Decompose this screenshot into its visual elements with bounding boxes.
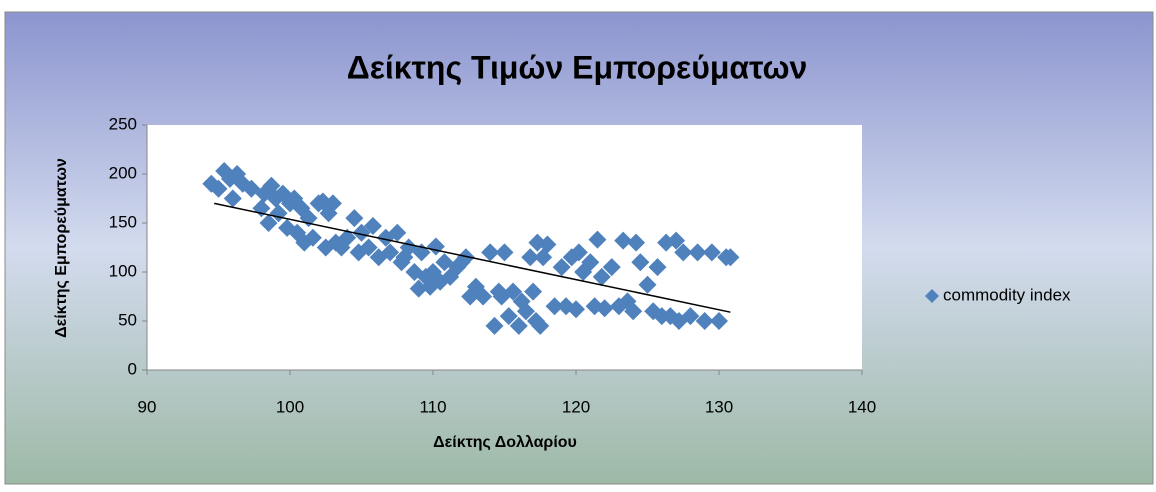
y-tick-label: 200 xyxy=(109,163,137,182)
point xyxy=(259,214,278,232)
point xyxy=(524,282,543,301)
point xyxy=(504,282,523,301)
point xyxy=(702,243,721,262)
point xyxy=(474,287,493,306)
point xyxy=(695,312,714,330)
point xyxy=(352,223,371,242)
point xyxy=(592,267,611,286)
point xyxy=(338,228,357,247)
point xyxy=(516,302,535,321)
legend-marker xyxy=(925,289,939,303)
point xyxy=(323,194,342,213)
chart-title: Δείκτης Τιμών Εμπορεύματων xyxy=(347,49,808,85)
point xyxy=(595,299,614,318)
point xyxy=(552,258,571,277)
point xyxy=(481,243,500,262)
x-axis-label: Δείκτης Δολλαρίου xyxy=(433,434,577,451)
x-tick-label: 110 xyxy=(419,397,446,416)
point xyxy=(627,233,646,252)
x-tick-label: 120 xyxy=(562,397,590,416)
point xyxy=(531,316,550,335)
point xyxy=(456,248,475,267)
point xyxy=(614,231,633,250)
y-tick-label: 250 xyxy=(109,114,137,133)
y-axis-label: Δείκτης Εμπορεύματων xyxy=(53,158,70,338)
point xyxy=(409,279,428,298)
point xyxy=(710,312,728,330)
point xyxy=(545,297,564,316)
point xyxy=(688,243,707,262)
x-tick-label: 100 xyxy=(276,397,304,416)
point xyxy=(388,223,407,242)
point xyxy=(521,248,540,267)
point xyxy=(303,228,322,247)
point xyxy=(624,302,643,321)
point xyxy=(363,216,382,235)
point xyxy=(674,243,693,262)
point xyxy=(509,316,528,335)
legend-label: commodity index xyxy=(943,285,1071,304)
point xyxy=(485,316,504,335)
point xyxy=(538,235,557,254)
point xyxy=(648,258,667,277)
point xyxy=(495,243,514,262)
point xyxy=(209,179,228,198)
point xyxy=(588,230,607,249)
y-tick-label: 50 xyxy=(118,310,137,329)
y-tick-label: 100 xyxy=(109,261,137,280)
point xyxy=(569,243,588,262)
y-tick-label: 150 xyxy=(109,212,137,231)
point xyxy=(638,275,657,294)
point xyxy=(581,253,600,272)
y-tick-label: 0 xyxy=(128,359,137,378)
point xyxy=(499,307,518,326)
point xyxy=(381,243,400,262)
point xyxy=(567,300,585,319)
trendline xyxy=(214,202,731,313)
point xyxy=(721,248,740,267)
point xyxy=(345,209,364,228)
x-tick-label: 130 xyxy=(705,397,733,416)
x-tick-label: 90 xyxy=(138,397,157,416)
point xyxy=(223,189,242,208)
point xyxy=(631,253,650,272)
x-tick-label: 140 xyxy=(848,397,876,416)
point xyxy=(359,238,378,257)
point xyxy=(667,231,686,250)
point xyxy=(602,258,621,277)
point xyxy=(242,179,261,198)
point xyxy=(681,307,700,326)
